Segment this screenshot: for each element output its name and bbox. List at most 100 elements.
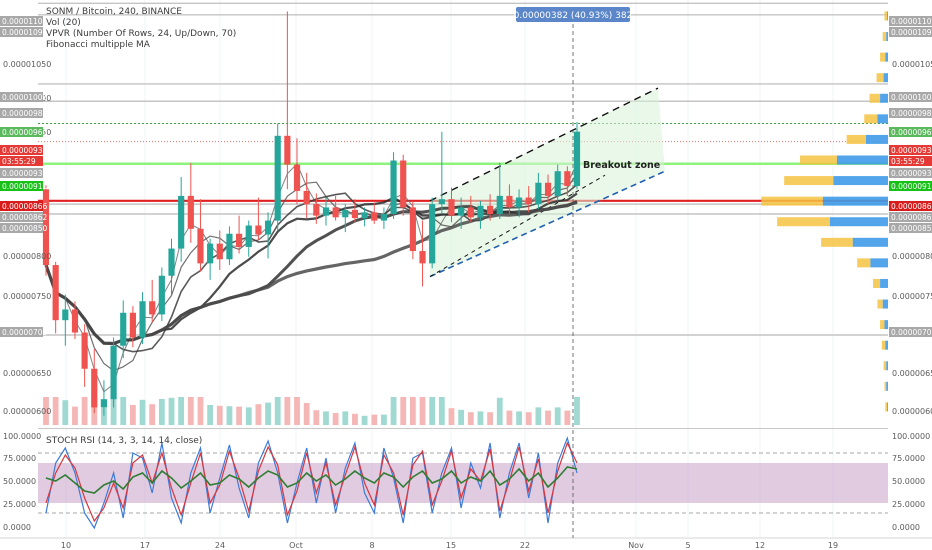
price-label-right[interactable]: 0.00000931 [889,168,932,178]
price-label-right[interactable]: 0.00000866 [889,201,932,211]
price-label-right[interactable]: 0.00000850 [889,223,932,233]
oscillator-tick-right: 0.0000 [892,523,920,532]
channel-upper-line[interactable] [429,87,659,202]
time-tick-label[interactable]: 15 [446,541,456,550]
channel-lower-line[interactable] [429,170,666,278]
indicator-stoch-rsi[interactable]: STOCH RSI (14, 3, 3, 14, 14, close) [46,436,202,446]
volume-bar [516,411,522,425]
indicator-fib-ma[interactable]: Fibonacci multipple MA [46,40,151,50]
volume-bar [294,397,300,425]
time-tick-label[interactable]: Oct [289,541,303,550]
volume-profile-up [866,134,888,144]
candle-body [62,309,69,321]
volume-bar [352,413,358,425]
time-tick-label[interactable]: 22 [520,541,530,550]
volume-profile-up [852,237,888,247]
volume-bar [342,411,349,425]
volume-bar [197,397,204,425]
time-tick-label[interactable]: Nov [628,541,644,550]
candle-body [216,243,223,260]
price-label-right[interactable]: 0.00001092 [889,27,932,37]
volume-profile-up [880,93,888,103]
volume-bar [400,397,407,425]
price-label-right[interactable]: 0.00000960 [889,127,932,137]
volume-bar [313,410,320,425]
volume-profile-up [885,340,888,350]
price-axis-left: 0.000010500.000010000.000009500.00000800… [0,16,51,416]
volume-bar [120,397,127,425]
stoch-rsi-panel: 100.0000 100.0000 75.0000 75.0000 50.0000 50.… [3,432,930,532]
price-axis-right[interactable]: 0.000010500.000010000.000009500.00000800… [889,16,932,416]
indicator-volume[interactable]: Vol (20) [46,18,81,28]
time-tick-label[interactable]: 19 [828,541,838,550]
volume-profile-up [836,155,888,165]
volume-profile-up [887,402,888,412]
breakout-zone-label[interactable]: Breakout zone [583,160,660,171]
time-tick-label[interactable]: 10 [61,541,71,550]
pane-separator[interactable] [38,428,888,429]
price-label-right[interactable]: 0.00000911 [889,181,932,191]
time-tick-label[interactable]: 5 [685,541,690,550]
candle-body [236,233,243,247]
time-tick-label[interactable]: 24 [215,541,225,550]
measure-label: 0.00000382 (40.93%) 382 [514,11,633,21]
breakout-channel[interactable] [429,87,666,278]
price-label-text: 0.00000960 [2,128,48,137]
time-tick-label[interactable]: 17 [140,541,150,550]
time-axis[interactable]: 10 17 24 Oct 8 15 22 Nov 5 12 19 [0,537,932,550]
volume-profile-up [877,114,888,124]
volume-profile-down [857,258,871,268]
price-label-right[interactable]: 0.00001008 [889,92,932,102]
volume-bar [62,400,69,425]
price-label-text: 0.00000987 [2,109,48,118]
price-label-right[interactable]: 0.00000862 [889,212,932,222]
price-tick-right[interactable]: 0.00000650 [892,369,932,378]
price-tick-right[interactable]: 0.00000800 [892,252,932,261]
candle-body [458,207,465,216]
volume-profile-down [880,52,886,62]
oscillator-tick-right: 75.0000 [892,454,925,463]
volume-profile-down [877,299,883,309]
moving-average-line [44,200,578,346]
volume-profile-down [883,361,887,371]
candle-body [419,251,426,264]
indicator-vpvr[interactable]: VPVR (Number Of Rows, 24, Up/Down, 70) [46,29,236,39]
price-tick-right[interactable]: 0.00000750 [892,292,932,301]
volume-bar [564,410,571,425]
volume-bar [332,413,339,425]
candle-body [274,135,281,221]
candle-body [91,368,98,408]
price-label-right[interactable]: 03:55:29 [889,156,932,166]
candle-body [487,205,494,214]
price-label-box [889,212,932,222]
price-label-text: 0.00000931 [891,169,932,178]
candle-body [429,204,436,264]
price-label-box [0,27,43,37]
candle-body [554,171,561,196]
volume-bar [139,399,146,425]
oscillator-tick-right: 100.0000 [892,432,930,441]
price-label-right[interactable]: 0.00000703 [889,327,932,337]
price-label-right[interactable]: 0.00001106 [889,16,932,26]
price-label-text: 0.00001008 [2,93,48,102]
volume-profile-down [885,402,888,412]
volume-profile-up [886,381,888,391]
measure-tool[interactable]: 0.00000382 (40.93%) 382 [514,7,633,538]
symbol-title: SONM / Bitcoin, 240, BINANCE [46,7,182,17]
candle-body [371,212,378,221]
price-label-right[interactable]: 0.00000938 [889,145,932,155]
candle-body [226,233,233,260]
time-tick-label[interactable]: 8 [369,541,374,550]
volume-profile-up [833,176,888,186]
candle-body [129,312,136,338]
price-label-box [0,201,43,211]
channel-inner-line [429,174,606,277]
time-tick-label[interactable]: 12 [755,541,765,550]
price-tick-right[interactable]: 0.00000600 [892,407,932,416]
volume-bar [409,397,416,425]
candle-body [52,265,59,321]
volume-bar [81,397,88,425]
price-label-right[interactable]: 0.00000987 [889,108,932,118]
price-tick-right[interactable]: 0.00001050 [892,60,932,69]
